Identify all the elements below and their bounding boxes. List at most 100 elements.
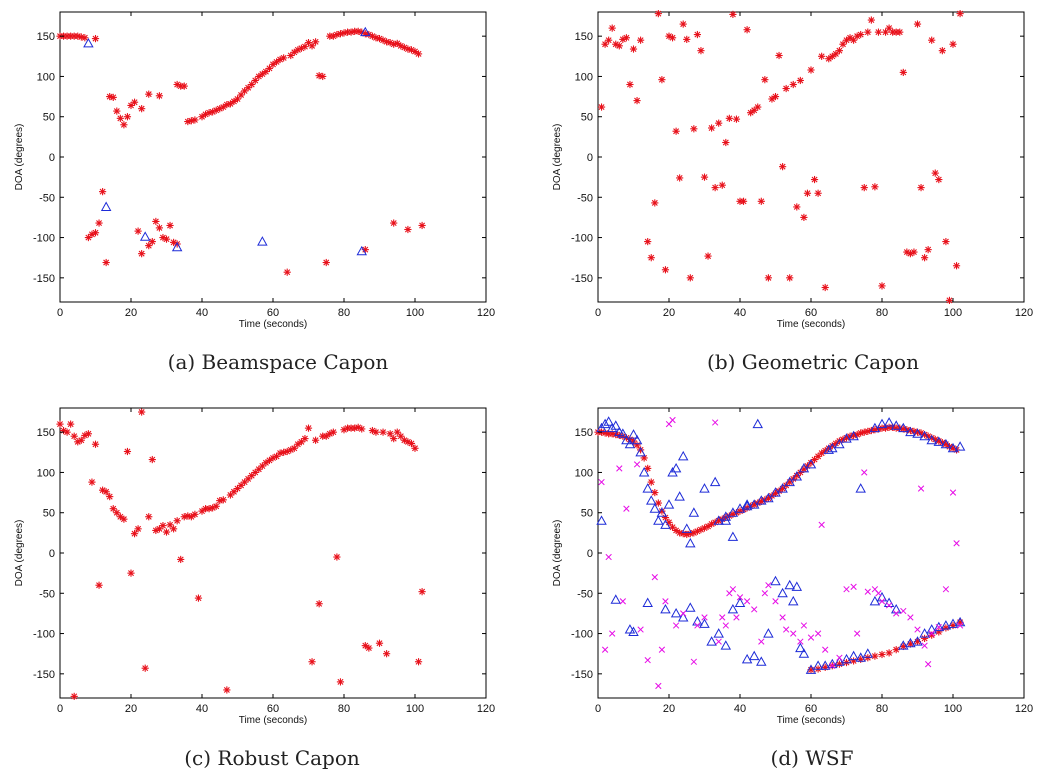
asterisk-point xyxy=(81,34,89,42)
asterisk-point xyxy=(676,529,684,537)
asterisk-point xyxy=(152,217,160,226)
cross-point xyxy=(672,622,680,629)
asterisk-point xyxy=(155,92,163,100)
asterisk-point xyxy=(322,258,330,267)
asterisk-point xyxy=(899,68,907,77)
cross-point xyxy=(772,598,779,605)
asterisk-point xyxy=(690,125,698,133)
cross-point xyxy=(690,658,698,665)
asterisk-point xyxy=(375,639,384,647)
cross-point xyxy=(878,598,886,605)
y-tick-label: 150 xyxy=(37,31,55,43)
asterisk-point xyxy=(191,510,199,518)
asterisk-point xyxy=(166,221,174,230)
triangle-point xyxy=(635,446,646,457)
cross-point xyxy=(850,583,857,590)
asterisk-point xyxy=(95,581,103,589)
cross-point xyxy=(953,540,960,547)
cross-point xyxy=(680,610,687,617)
triangle-point xyxy=(841,433,852,443)
asterisk-point xyxy=(626,80,634,89)
asterisk-point xyxy=(109,93,117,101)
asterisk-point xyxy=(301,435,309,443)
x-tick-label: 120 xyxy=(1015,703,1033,715)
asterisk-point xyxy=(921,254,929,262)
asterisk-point xyxy=(885,649,893,657)
asterisk-point xyxy=(113,509,121,517)
asterisk-point xyxy=(130,530,139,538)
asterisk-point xyxy=(414,50,423,58)
cross-point xyxy=(623,505,630,512)
asterisk-point xyxy=(102,258,110,267)
cross-point xyxy=(843,586,850,593)
asterisk-point xyxy=(198,113,206,121)
asterisk-point xyxy=(162,528,171,536)
asterisk-point xyxy=(651,488,659,497)
panel-caption: (a) Beamspace Capon xyxy=(168,350,389,374)
triangle-point xyxy=(713,628,724,638)
asterisk-point xyxy=(95,219,103,227)
asterisk-point xyxy=(821,283,829,292)
asterisk-point xyxy=(173,517,181,525)
asterisk-point xyxy=(860,184,868,192)
marks xyxy=(597,10,964,304)
y-tick-label: -50 xyxy=(39,588,55,600)
asterisk-point xyxy=(647,254,655,262)
asterisk-point xyxy=(757,197,765,205)
y-tick-label: -50 xyxy=(39,192,55,204)
triangle-point xyxy=(139,231,151,241)
y-tick-label: 0 xyxy=(587,152,593,164)
x-tick-label: 100 xyxy=(406,703,424,715)
cross-point xyxy=(924,661,932,668)
triangle-point xyxy=(898,640,909,650)
cross-point xyxy=(601,646,609,653)
asterisk-point xyxy=(615,42,623,50)
asterisk-point xyxy=(676,174,684,182)
triangle-point xyxy=(756,656,767,666)
asterisk-point xyxy=(67,420,75,428)
asterisk-point xyxy=(283,268,291,276)
triangle-point xyxy=(610,420,621,430)
asterisk-point xyxy=(857,30,865,39)
triangle-point xyxy=(812,660,824,670)
asterisk-point xyxy=(732,115,741,123)
triangle-point xyxy=(621,434,632,445)
asterisk-point xyxy=(952,262,961,270)
asterisk-point xyxy=(223,686,231,694)
asterisk-point xyxy=(155,224,163,232)
asterisk-point xyxy=(913,20,922,28)
asterisk-point xyxy=(928,36,936,44)
triangle-point xyxy=(638,467,650,477)
triangle-point xyxy=(171,241,183,252)
x-tick-label: 40 xyxy=(196,703,208,715)
y-tick-label: 50 xyxy=(43,112,55,124)
x-axis-label: Time (seconds) xyxy=(239,715,308,726)
marks xyxy=(56,26,426,276)
x-tick-label: 60 xyxy=(805,703,817,715)
triangle-point xyxy=(798,462,810,473)
y-tick-label: 100 xyxy=(575,71,593,83)
triangle-point xyxy=(356,245,367,256)
asterisk-point xyxy=(91,34,100,43)
asterisk-point xyxy=(842,36,851,44)
triangle-point xyxy=(940,438,952,449)
y-axis-label: DOA (degrees) xyxy=(552,520,563,587)
cross-point xyxy=(655,682,662,690)
asterisk-point xyxy=(761,76,769,84)
asterisk-point xyxy=(130,98,139,106)
asterisk-point xyxy=(654,10,662,18)
cross-point xyxy=(779,614,786,621)
x-tick-label: 120 xyxy=(477,307,495,319)
x-tick-label: 20 xyxy=(663,307,675,319)
asterisk-point xyxy=(162,235,171,243)
triangle-point xyxy=(596,515,607,525)
asterisk-point xyxy=(878,282,886,290)
x-tick-label: 60 xyxy=(267,703,279,715)
y-axis-label: DOA (degrees) xyxy=(14,124,25,191)
asterisk-point xyxy=(754,103,762,111)
asterisk-point xyxy=(237,481,245,489)
panel-d: 0 20 40 60 80 100 120 150 100 50 0 -50 -100 -150 Time… xyxy=(552,407,1033,770)
asterisk-point xyxy=(846,34,854,42)
asterisk-point xyxy=(319,72,327,81)
asterisk-point xyxy=(679,20,687,28)
